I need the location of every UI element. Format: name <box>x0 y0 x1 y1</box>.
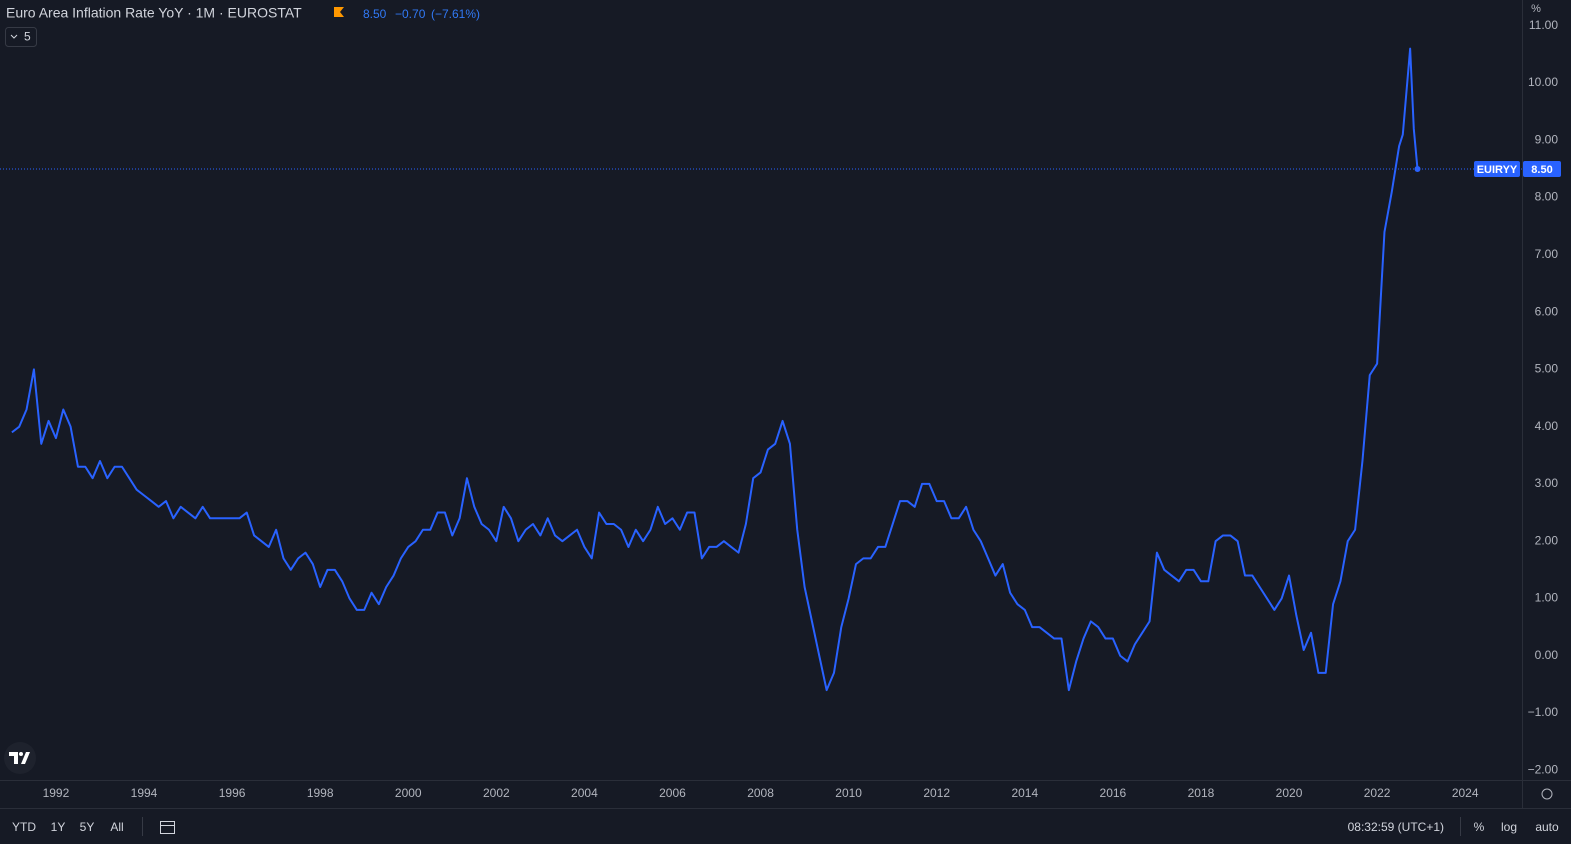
x-tick-label: 1994 <box>131 786 158 800</box>
y-tick-label: 5.00 <box>1535 362 1559 376</box>
date-range-icon[interactable] <box>160 821 175 834</box>
x-tick-label: 2024 <box>1452 786 1479 800</box>
y-tick-label: 8.00 <box>1535 190 1559 204</box>
change: −0.70 <box>395 7 426 21</box>
clock: 08:32:59 (UTC+1) <box>1348 820 1444 834</box>
price-badge <box>1523 160 1561 177</box>
x-tick-label: 2010 <box>835 786 862 800</box>
x-tick-label: 2000 <box>395 786 422 800</box>
symbol-label: EUIRYY <box>1477 164 1518 176</box>
x-tick-label: 2014 <box>1011 786 1038 800</box>
y-tick-label: 3.00 <box>1535 476 1559 490</box>
x-tick-label: 2006 <box>659 786 686 800</box>
x-tick-label: 2008 <box>747 786 774 800</box>
range-button[interactable]: YTD <box>12 820 36 834</box>
axis-unit: % <box>1531 3 1541 15</box>
x-tick-label: 1992 <box>43 786 70 800</box>
flag-icon[interactable] <box>334 7 344 17</box>
change-pct: (−7.61%) <box>431 7 480 21</box>
y-tick-label: 2.00 <box>1535 533 1559 547</box>
range-button[interactable]: 1Y <box>51 820 66 834</box>
last-value: 8.50 <box>363 7 387 21</box>
settings-icon[interactable] <box>1541 788 1553 800</box>
y-tick-label: 10.00 <box>1528 75 1558 89</box>
range-button[interactable]: All <box>110 820 123 834</box>
indicator-count: 5 <box>24 30 31 44</box>
scale-option[interactable]: log <box>1501 820 1517 834</box>
y-tick-label: 1.00 <box>1535 591 1559 605</box>
x-tick-label: 2016 <box>1100 786 1127 800</box>
series-line <box>11 47 1419 692</box>
x-tick-label: 2002 <box>483 786 510 800</box>
chart-title: Euro Area Inflation Rate YoY · 1M · EURO… <box>6 5 302 21</box>
x-tick-label: 2020 <box>1276 786 1303 800</box>
symbol-badge <box>1474 160 1520 177</box>
x-tick-label: 2004 <box>571 786 598 800</box>
tv-logo[interactable] <box>4 742 36 774</box>
chevron <box>10 34 18 39</box>
x-tick-label: 1998 <box>307 786 334 800</box>
toolbar: YTD 1Y 5Y All 08:32:59 (UTC+1)% log auto <box>12 820 1559 834</box>
scale-option[interactable]: auto <box>1535 820 1559 834</box>
x-tick-label: 2022 <box>1364 786 1391 800</box>
scale-option[interactable]: % <box>1474 820 1485 834</box>
y-tick-label: −1.00 <box>1528 705 1559 719</box>
last-point <box>1414 165 1421 172</box>
x-tick-label: 2018 <box>1188 786 1215 800</box>
y-tick-label: 0.00 <box>1535 648 1559 662</box>
y-tick-label: 7.00 <box>1535 247 1559 261</box>
y-tick-label: 9.00 <box>1535 132 1559 146</box>
indicator-toggle[interactable] <box>5 27 37 47</box>
x-tick-label: 1996 <box>219 786 246 800</box>
y-tick-label: −2.00 <box>1528 762 1559 776</box>
y-tick-label: 6.00 <box>1535 304 1559 318</box>
x-tick-label: 2012 <box>923 786 950 800</box>
price-label: 8.50 <box>1531 164 1552 176</box>
y-tick-label: 11.00 <box>1529 18 1558 32</box>
range-button[interactable]: 5Y <box>80 820 95 834</box>
y-tick-label: 4.00 <box>1535 419 1559 433</box>
